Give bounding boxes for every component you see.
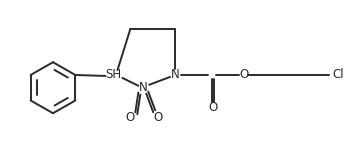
Text: O: O: [126, 111, 135, 124]
Text: O: O: [154, 111, 163, 124]
Text: O: O: [208, 101, 217, 114]
Text: SH: SH: [105, 69, 122, 81]
Text: N: N: [171, 69, 179, 81]
Text: N: N: [139, 81, 148, 94]
Text: O: O: [239, 69, 248, 81]
Text: Cl: Cl: [332, 69, 343, 81]
